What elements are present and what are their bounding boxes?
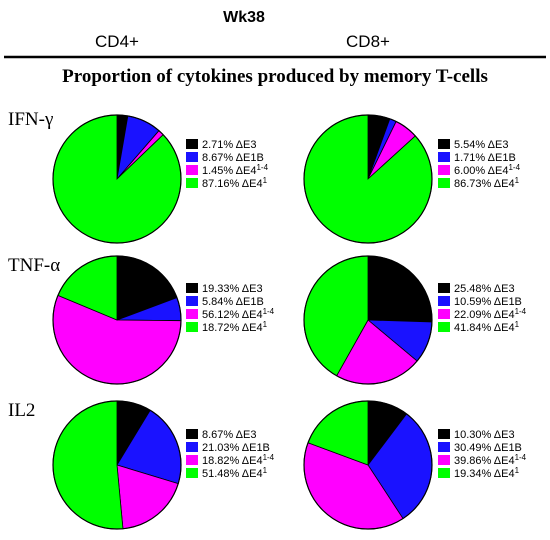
legend-swatch [186, 152, 198, 162]
legend-swatch [186, 296, 198, 306]
legend-swatch [438, 139, 450, 149]
legend-swatch [438, 322, 450, 332]
legend-entry: 51.48% ΔE41 [202, 466, 268, 480]
legend-swatch [186, 283, 198, 293]
pie-outline [52, 114, 182, 244]
pie-outline [52, 400, 182, 530]
chart-title: Proportion of cytokines produced by memo… [62, 66, 488, 87]
legend-swatch [438, 296, 450, 306]
legend-entry: 19.33% ΔE3 [202, 283, 263, 295]
pie-outline [303, 114, 433, 244]
week-label: Wk38 [223, 9, 265, 26]
legend-swatch [438, 283, 450, 293]
legend-entry: 22.09% ΔE41-4 [454, 307, 527, 321]
legend-entry: 2.71% ΔE3 [202, 139, 256, 151]
legend-entry: 5.84% ΔE1B [202, 296, 264, 308]
legend-swatch [186, 455, 198, 465]
legend-entry: 86.73% ΔE41 [454, 176, 520, 190]
column-header-cd4: CD4+ [95, 32, 139, 51]
legend-swatch [186, 322, 198, 332]
legend-entry: 5.54% ΔE3 [454, 139, 508, 151]
legend-swatch [438, 455, 450, 465]
legend-entry: 21.03% ΔE1B [202, 442, 270, 454]
column-header-cd8: CD8+ [346, 32, 390, 51]
legend-entry: 56.12% ΔE41-4 [202, 307, 275, 321]
legend-entry: 6.00% ΔE41-4 [454, 163, 521, 177]
pie-outline [52, 255, 182, 385]
legend-entry: 25.48% ΔE3 [454, 283, 515, 295]
legend-entry: 19.34% ΔE41 [454, 466, 520, 480]
legend-swatch [438, 165, 450, 175]
pie-outline [303, 400, 433, 530]
legend-swatch [186, 468, 198, 478]
legend-swatch [438, 468, 450, 478]
legend-entry: 1.71% ΔE1B [454, 152, 516, 164]
legend-swatch [186, 165, 198, 175]
legend-entry: 8.67% ΔE3 [202, 429, 256, 441]
legend-swatch [186, 178, 198, 188]
legend-swatch [438, 178, 450, 188]
legend-entry: 41.84% ΔE41 [454, 320, 520, 334]
legend-swatch [186, 139, 198, 149]
legend-entry: 30.49% ΔE1B [454, 442, 522, 454]
legend-swatch [186, 309, 198, 319]
legend-entry: 87.16% ΔE41 [202, 176, 268, 190]
legend-entry: 10.59% ΔE1B [454, 296, 522, 308]
legend-entry: 1.45% ΔE41-4 [202, 163, 269, 177]
row-label-tnf: TNF-α [8, 255, 60, 276]
legend-swatch [438, 429, 450, 439]
legend-swatch [186, 442, 198, 452]
legend-swatch [438, 152, 450, 162]
legend-entry: 39.86% ΔE41-4 [454, 453, 527, 467]
legend-entry: 8.67% ΔE1B [202, 152, 264, 164]
legend-entry: 18.82% ΔE41-4 [202, 453, 275, 467]
pie-slice-4 [52, 400, 124, 530]
legend-swatch [186, 429, 198, 439]
row-label-il2: IL2 [8, 400, 35, 421]
pie-slice-1 [367, 255, 433, 323]
legend-swatch [438, 442, 450, 452]
row-label-ifn: IFN-γ [8, 109, 53, 130]
legend-entry: 10.30% ΔE3 [454, 429, 515, 441]
pie-outline [303, 255, 433, 385]
legend-swatch [438, 309, 450, 319]
legend-entry: 18.72% ΔE41 [202, 320, 268, 334]
